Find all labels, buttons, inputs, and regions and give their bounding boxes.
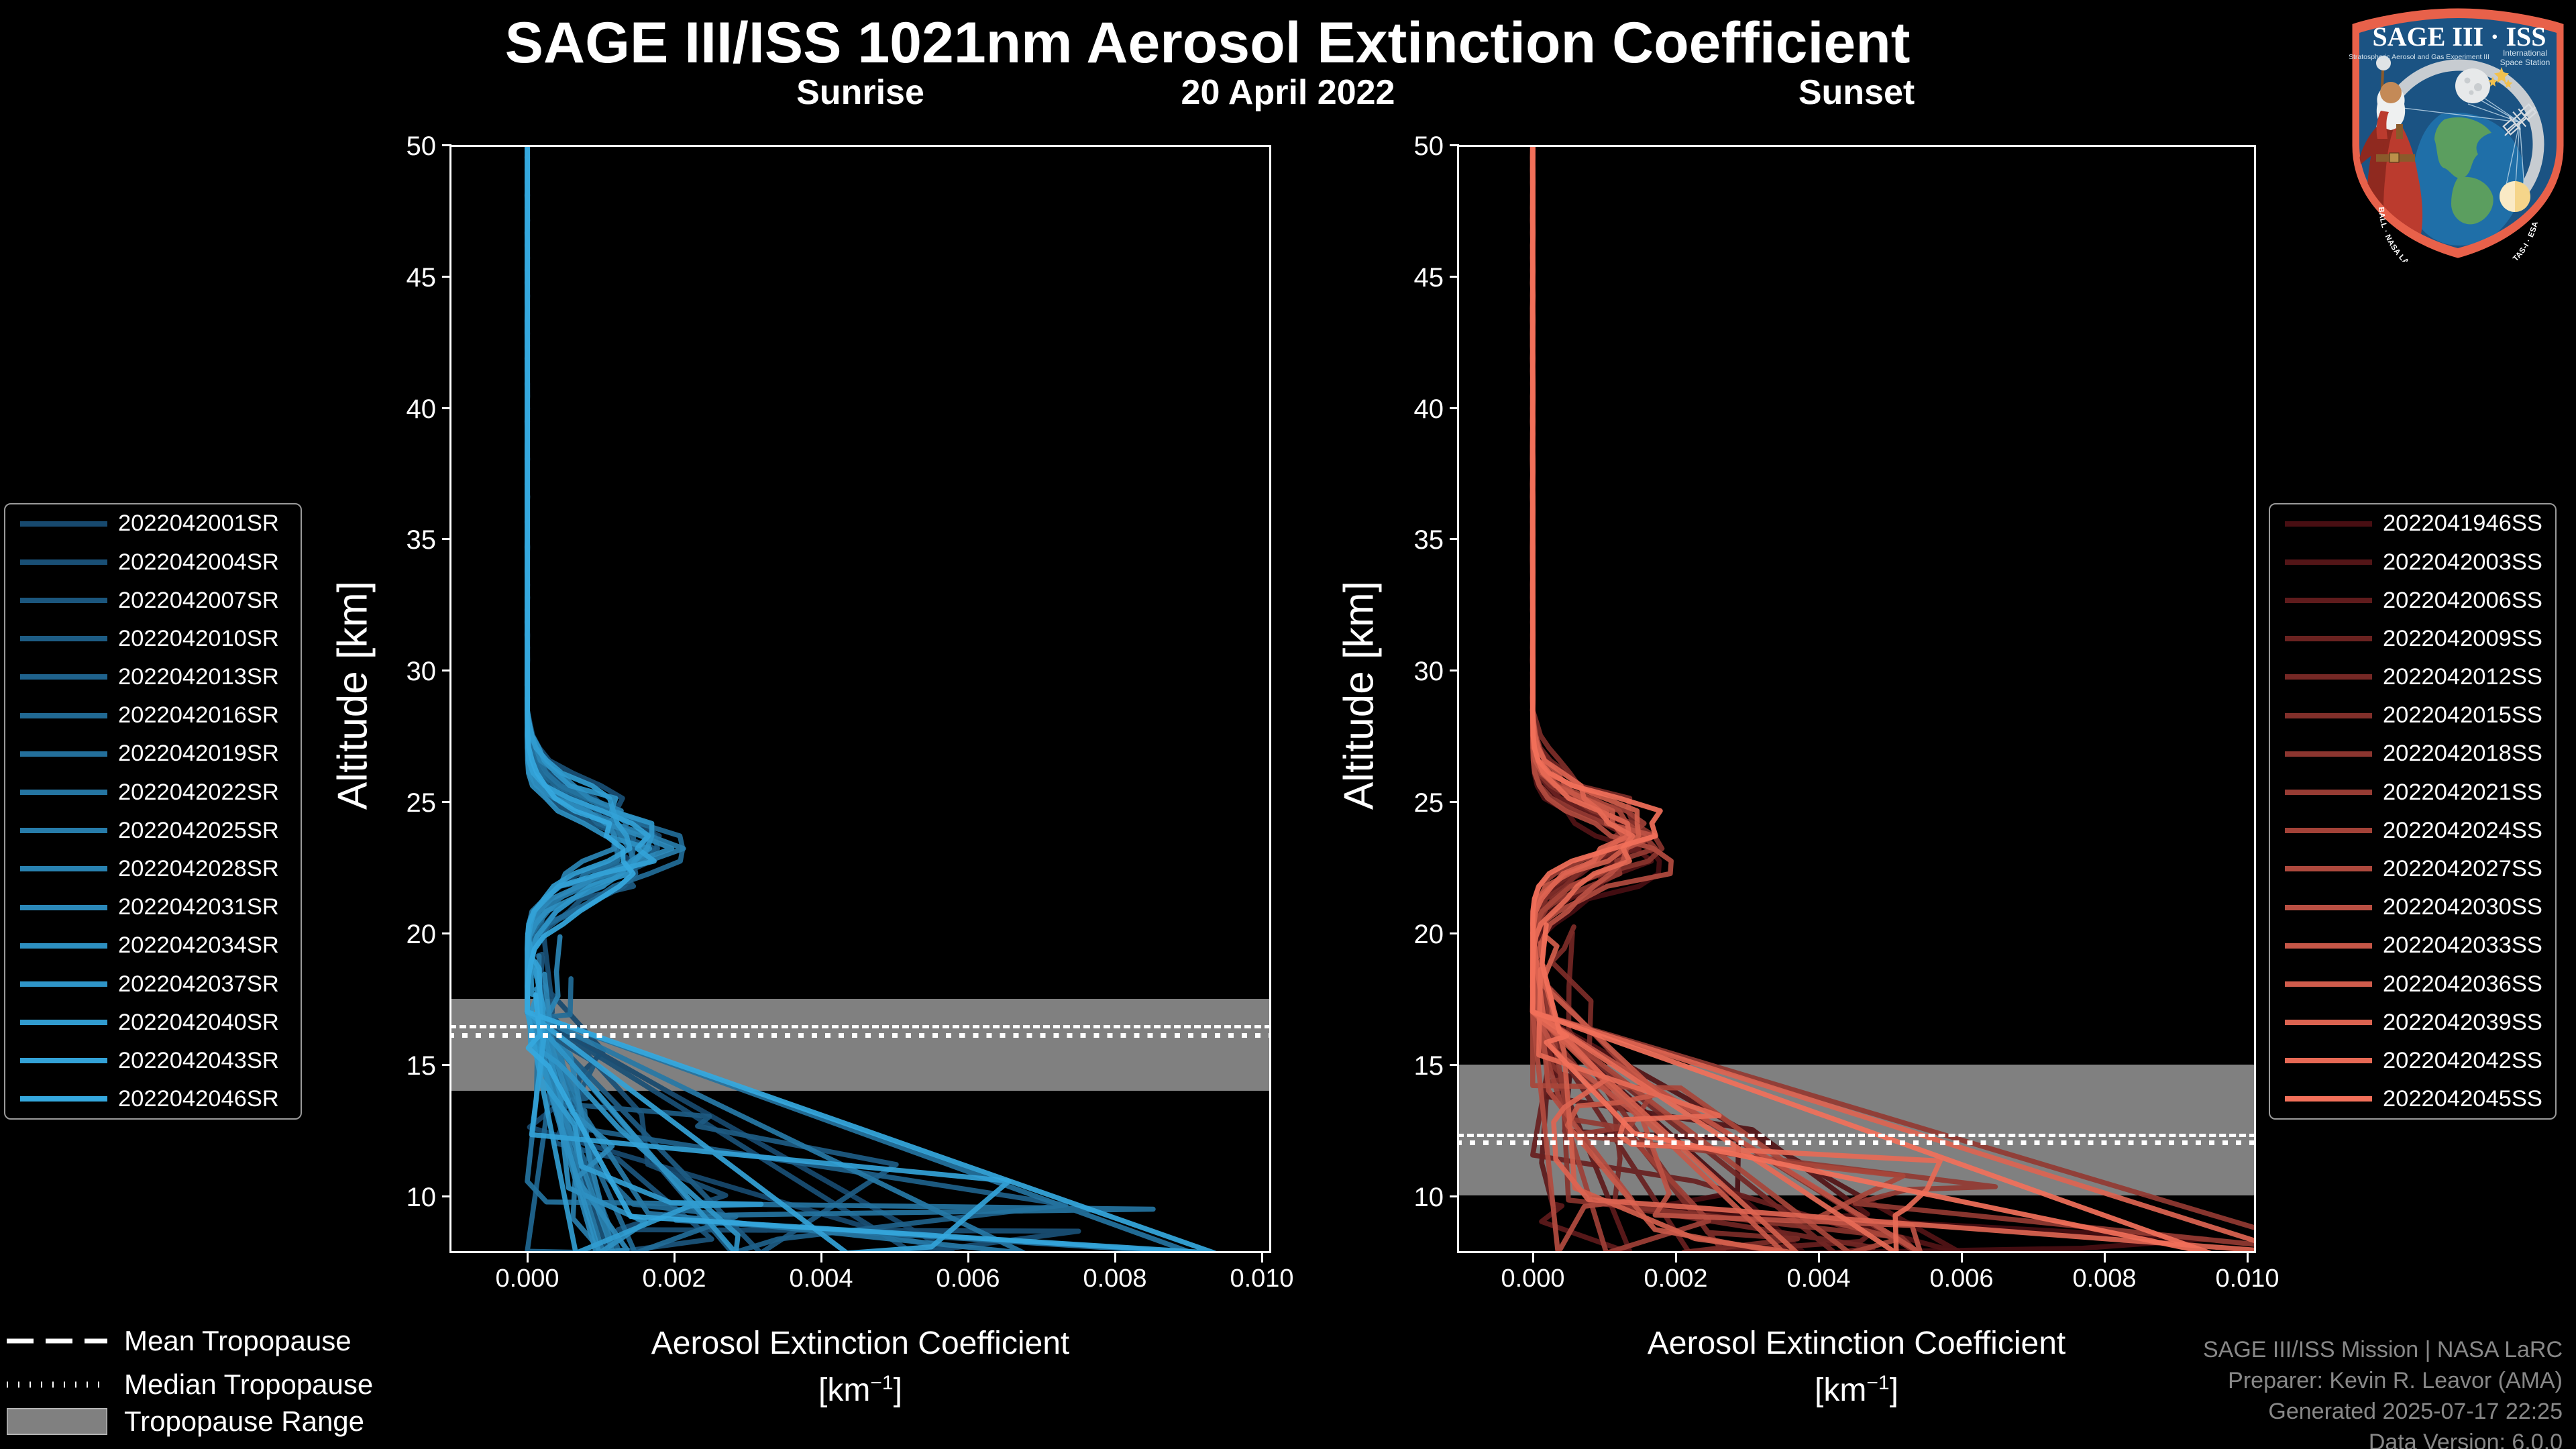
svg-text:Stratospheric Aerosol and Gas: Stratospheric Aerosol and Gas Experiment… [2349, 53, 2489, 61]
svg-text:Space Station: Space Station [2500, 58, 2551, 67]
svg-text:SAGE III · ISS: SAGE III · ISS [2372, 21, 2546, 52]
svg-text:International: International [2503, 48, 2547, 58]
